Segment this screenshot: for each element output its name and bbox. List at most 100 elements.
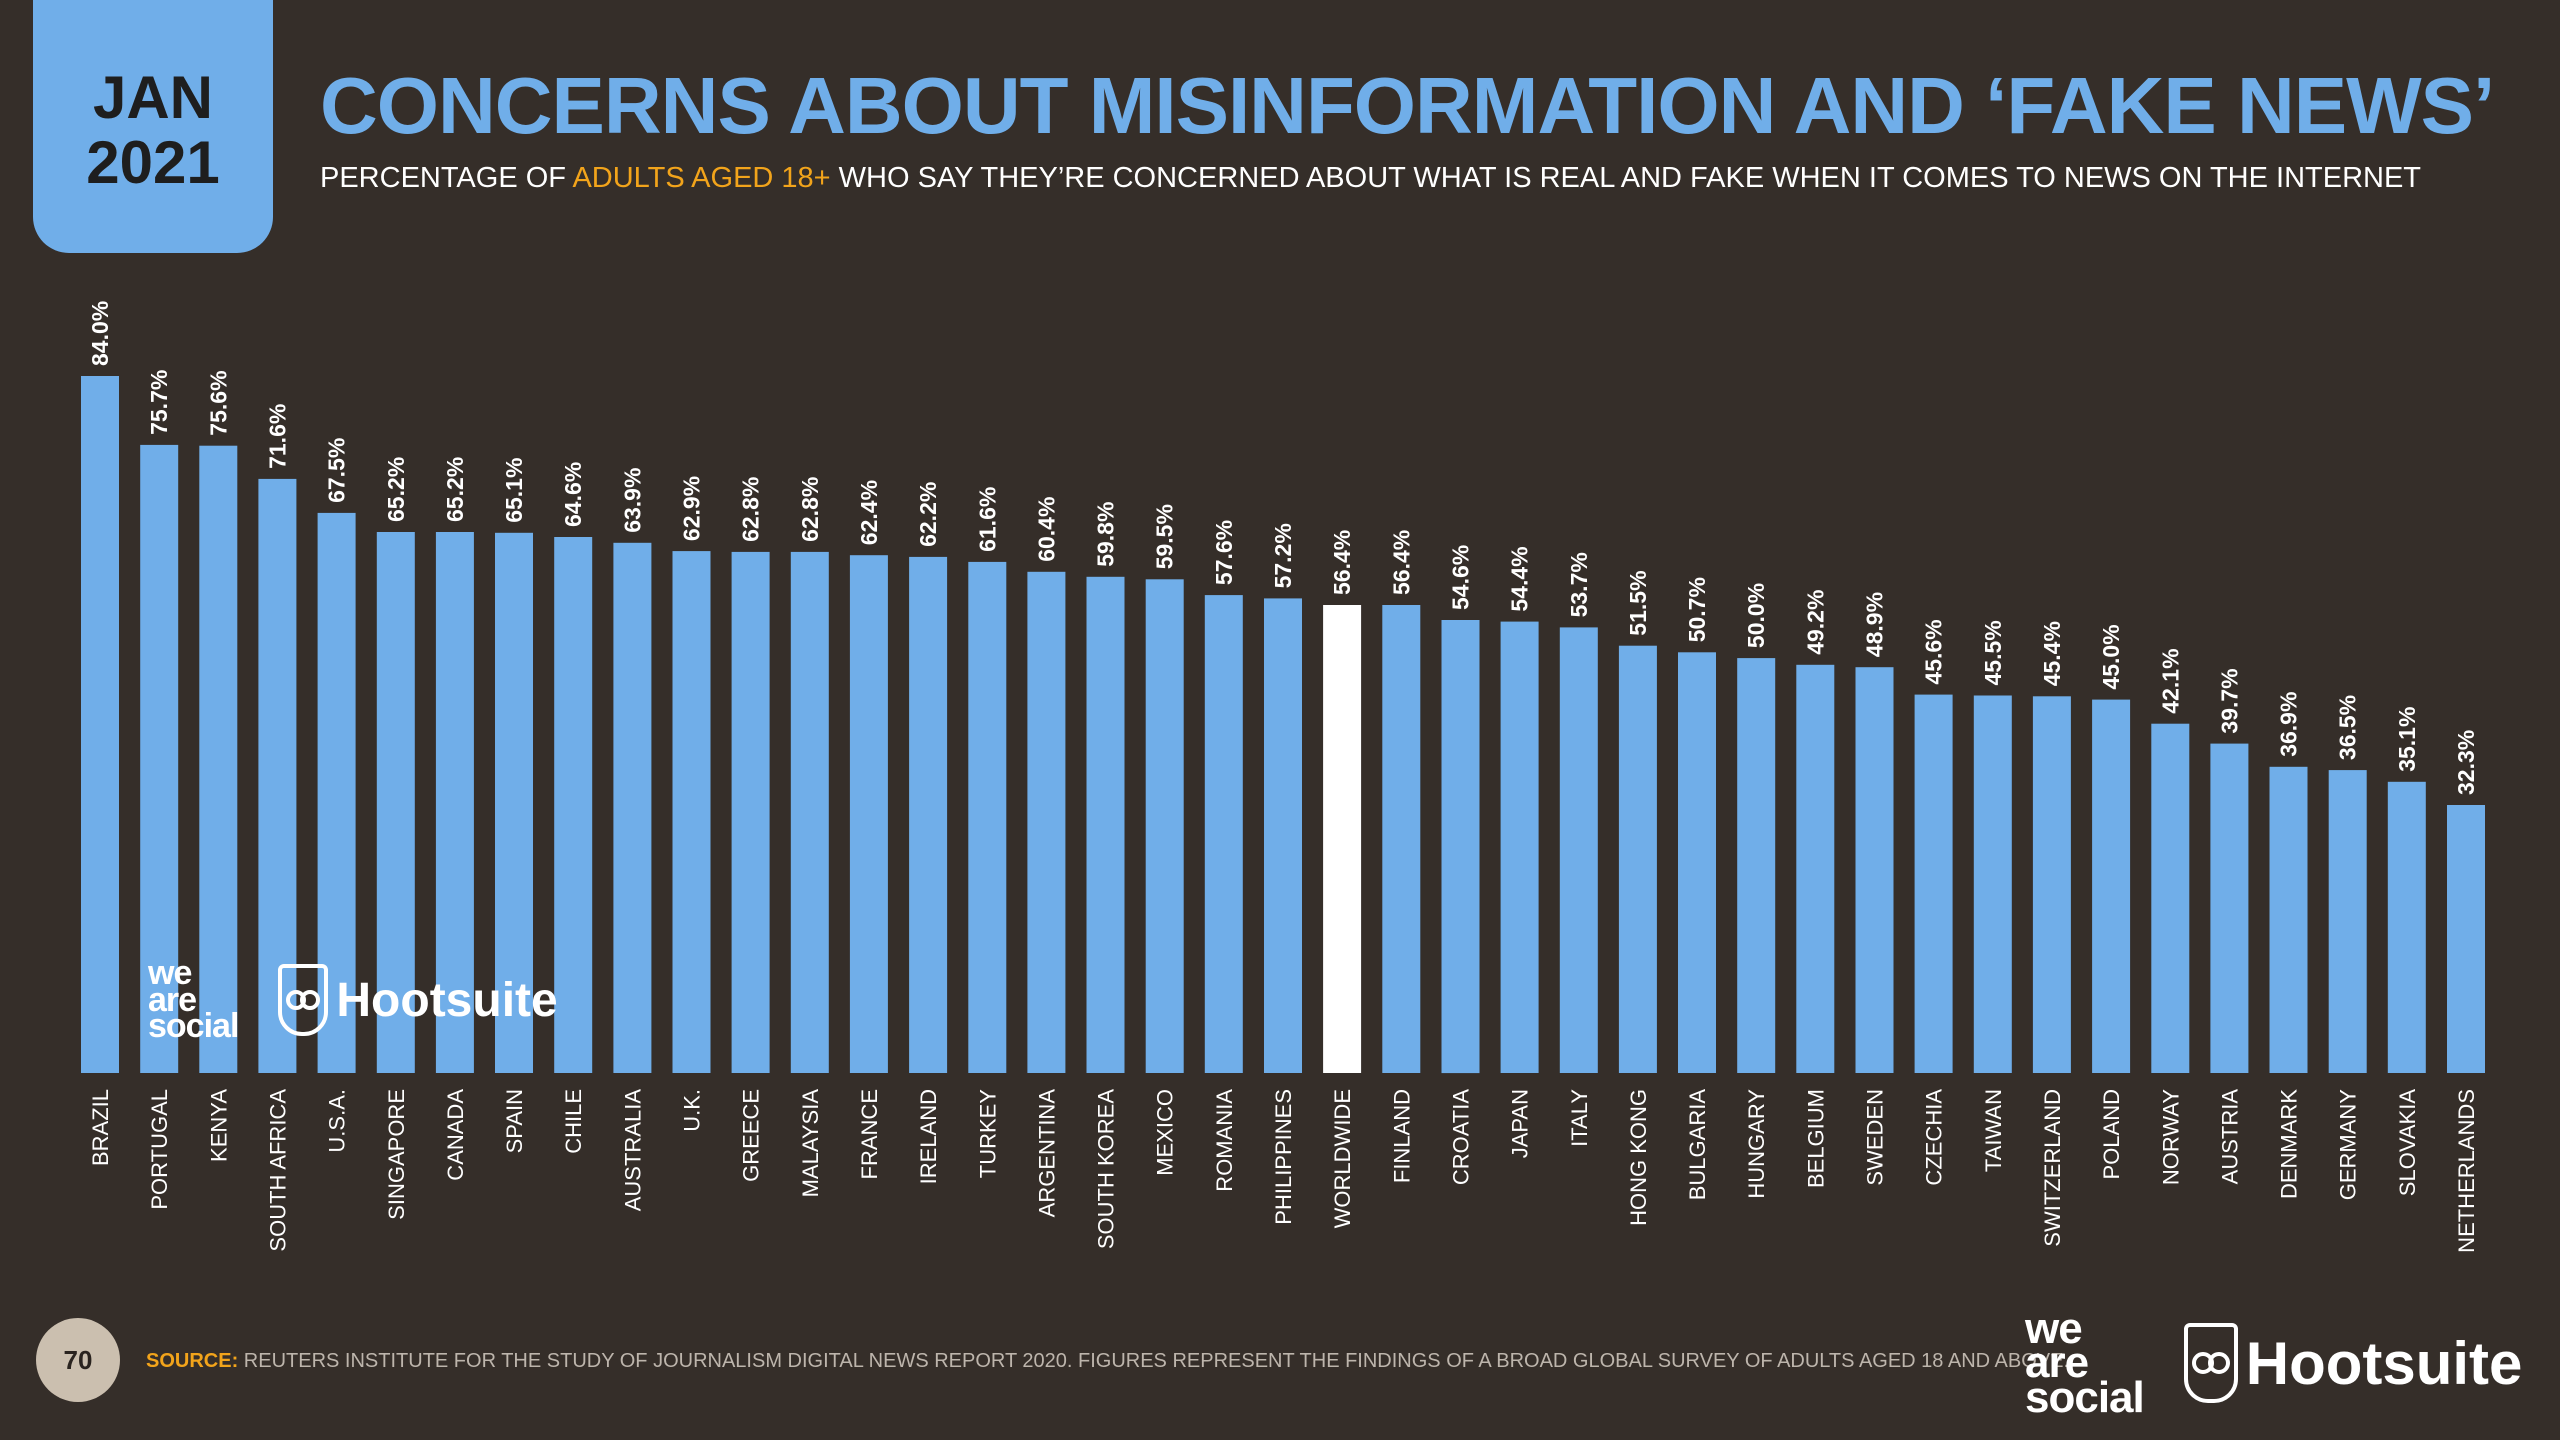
bar-chart: 84.0% BRAZIL 75.7% PORTUGAL 75.6% KENYA 71.6% S… [81, 301, 2485, 1253]
value-label: 53.7% [1566, 552, 1592, 617]
footer-logos: we are social Hootsuite [2025, 1304, 2522, 1422]
category-label: BELGIUM [1803, 1089, 1828, 1188]
value-label: 59.5% [1152, 504, 1178, 569]
bar-bulgaria [1678, 652, 1716, 1073]
category-label: SWITZERLAND [2040, 1089, 2065, 1247]
date-tab: JAN 2021 [33, 0, 273, 253]
we-are-social-logo: we are social [2025, 1304, 2145, 1422]
date-year: 2021 [86, 128, 220, 196]
bar-sweden [1855, 667, 1894, 1073]
bar-mexico [1145, 579, 1184, 1073]
bar-france [849, 555, 888, 1073]
bar-hong-kong [1618, 645, 1657, 1073]
value-label: 36.9% [2276, 692, 2302, 757]
bar-worldwide [1323, 605, 1362, 1073]
bar-portugal [140, 444, 179, 1073]
category-label: HUNGARY [1744, 1089, 1769, 1199]
value-label: 45.4% [2039, 621, 2065, 686]
value-label: 75.6% [205, 370, 231, 435]
source-text: REUTERS INSTITUTE FOR THE STUDY OF JOURN… [238, 1350, 2070, 1372]
bar-malaysia [790, 551, 829, 1073]
category-label: SWEDEN [1863, 1089, 1888, 1186]
bar-spain [495, 532, 533, 1073]
value-label: 61.6% [974, 487, 1000, 552]
value-label: 62.9% [679, 476, 705, 541]
bar-u-k- [672, 551, 711, 1073]
value-label: 51.5% [1625, 570, 1651, 635]
value-label: 35.1% [2394, 707, 2420, 772]
category-label: CROATIA [1449, 1089, 1474, 1185]
value-label: 48.9% [1862, 592, 1888, 657]
value-label: 62.2% [915, 482, 941, 547]
value-label: 49.2% [1802, 590, 1828, 655]
owl-icon [278, 964, 329, 1036]
value-label: 71.6% [264, 404, 290, 469]
value-label: 59.8% [1093, 502, 1119, 567]
value-label: 65.2% [383, 457, 409, 522]
category-label: FRANCE [857, 1089, 882, 1179]
value-label: 62.8% [797, 477, 823, 542]
category-label: JAPAN [1508, 1089, 1533, 1158]
bar-slovakia [2387, 781, 2426, 1073]
hootsuite-wordmark: Hootsuite [336, 973, 558, 1027]
value-label: 45.5% [1980, 620, 2006, 685]
bar-austria [2210, 743, 2249, 1073]
value-label: 54.4% [1507, 546, 1533, 611]
category-label: IRELAND [916, 1089, 941, 1184]
bar-turkey [968, 561, 1007, 1073]
source-label: SOURCE: [146, 1350, 239, 1372]
value-label: 65.1% [501, 458, 527, 523]
bar-brazil [81, 376, 119, 1073]
category-label: SOUTH AFRICA [265, 1089, 290, 1252]
hootsuite-logo: Hootsuite [278, 964, 558, 1036]
category-label: CHILE [561, 1089, 586, 1154]
category-label: MALAYSIA [798, 1089, 823, 1198]
category-label: AUSTRIA [2217, 1089, 2242, 1185]
value-label: 42.1% [2157, 648, 2183, 713]
category-label: WORLDWIDE [1330, 1089, 1355, 1228]
bar-switzerland [2032, 696, 2071, 1073]
subtitle-highlight: ADULTS AGED 18+ [572, 162, 831, 194]
value-label: 39.7% [2216, 668, 2242, 733]
bar-croatia [1441, 620, 1480, 1074]
subtitle-post: WHO SAY THEY’RE CONCERNED ABOUT WHAT IS … [830, 162, 2422, 194]
value-label: 45.6% [1921, 619, 1947, 684]
bar-denmark [2269, 766, 2308, 1073]
category-label: BULGARIA [1685, 1089, 1710, 1201]
category-label: TURKEY [975, 1089, 1000, 1179]
bar-japan [1500, 621, 1539, 1073]
category-label: DENMARK [2277, 1089, 2302, 1199]
subtitle-pre: PERCENTAGE OF [320, 162, 573, 194]
bar-south-korea [1086, 576, 1125, 1073]
value-label: 65.2% [442, 457, 468, 522]
category-label: GERMANY [2336, 1089, 2361, 1201]
we-are-social-logo: we are social [148, 954, 239, 1046]
category-label: HONG KONG [1626, 1089, 1651, 1226]
source-note: SOURCE: REUTERS INSTITUTE FOR THE STUDY … [146, 1350, 2069, 1373]
value-label: 32.3% [2453, 730, 2479, 795]
value-label: 57.2% [1270, 523, 1296, 588]
bar-italy [1559, 627, 1598, 1073]
category-label: U.K. [680, 1089, 705, 1132]
category-label: AUSTRALIA [620, 1089, 645, 1212]
value-label: 50.0% [1743, 583, 1769, 648]
value-label: 67.5% [324, 438, 350, 503]
category-label: FINLAND [1389, 1089, 1414, 1183]
category-label: KENYA [206, 1089, 231, 1162]
bar-czechia [1914, 694, 1953, 1073]
bar-singapore [376, 532, 415, 1073]
value-label: 75.7% [146, 370, 172, 435]
category-label: SPAIN [502, 1089, 527, 1153]
bar-argentina [1027, 571, 1066, 1073]
value-label: 63.9% [619, 468, 645, 533]
bar-chile [554, 537, 593, 1073]
category-label: CZECHIA [1922, 1089, 1947, 1186]
value-label: 54.6% [1448, 545, 1474, 610]
category-label: ITALY [1567, 1089, 1592, 1147]
value-label: 36.5% [2335, 695, 2361, 760]
category-label: ARGENTINA [1034, 1089, 1059, 1218]
owl-icon [2183, 1323, 2238, 1404]
value-label: 56.4% [1329, 530, 1355, 595]
category-label: NETHERLANDS [2454, 1089, 2479, 1253]
value-label: 57.6% [1211, 520, 1237, 585]
